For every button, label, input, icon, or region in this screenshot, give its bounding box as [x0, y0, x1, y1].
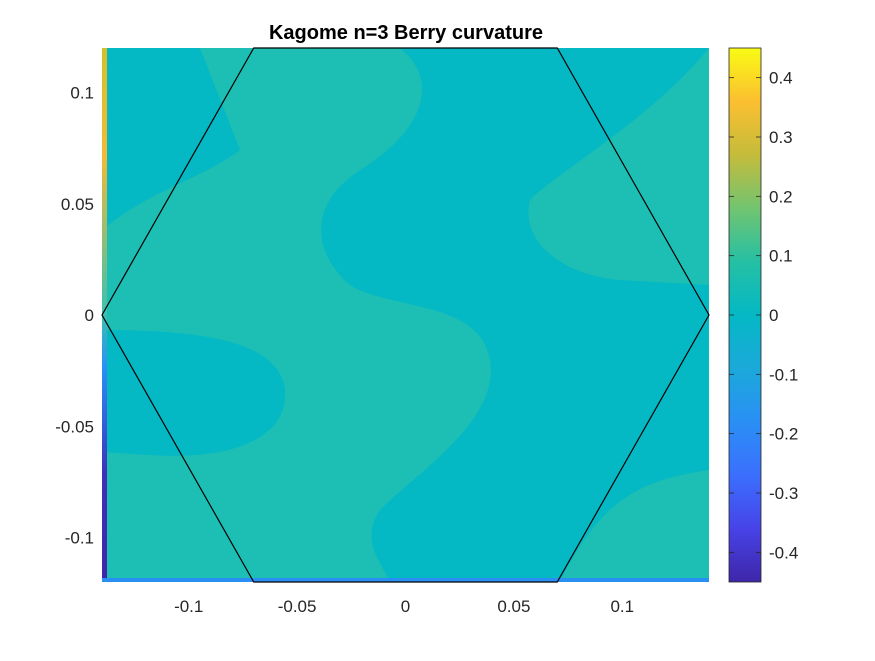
colorbar-tick-label: 0.1 [769, 247, 793, 266]
colorbar: 0.4 0.3 0.2 0.1 0 -0.1 -0.2 -0.3 -0.4 [728, 47, 798, 583]
bottom-edge-strip [102, 578, 709, 582]
x-tick-label: 0.05 [497, 597, 530, 616]
x-tick-label: -0.05 [278, 597, 317, 616]
colorbar-tick-label: 0.3 [769, 128, 793, 147]
brillouin-zone-hexagon [101, 47, 710, 583]
colorbar-ticks: 0.4 0.3 0.2 0.1 0 -0.1 -0.2 -0.3 -0.4 [729, 69, 798, 562]
left-edge-strip [102, 48, 107, 582]
y-tick-label: 0.1 [70, 84, 94, 103]
colorbar-tick-label: 0.4 [769, 69, 793, 88]
x-axis-ticks: -0.1 -0.05 0 0.05 0.1 [174, 597, 634, 616]
plot-area [101, 47, 710, 583]
heatmap-regions [102, 48, 709, 582]
colorbar-tick-label: -0.3 [769, 484, 798, 503]
colorbar-tick-label: 0 [769, 306, 778, 325]
x-tick-label: -0.1 [174, 597, 203, 616]
colorbar-tick-label: -0.4 [769, 543, 798, 562]
chart-title: Kagome n=3 Berry curvature [269, 22, 543, 44]
colorbar-tick-label: -0.1 [769, 365, 798, 384]
y-tick-label: -0.05 [55, 417, 94, 436]
x-tick-label: 0 [401, 597, 410, 616]
x-tick-label: 0.1 [610, 597, 634, 616]
heatmap-region-neutral [102, 48, 240, 230]
y-tick-label: 0 [85, 306, 94, 325]
y-axis-ticks: 0.1 0.05 0 -0.05 -0.1 [55, 84, 94, 548]
colorbar-tick-label: 0.2 [769, 187, 793, 206]
heatmap-region-neutral [102, 330, 286, 456]
colorbar-tick-label: -0.2 [769, 425, 798, 444]
y-tick-label: 0.05 [61, 195, 94, 214]
heatmap-region-positive [528, 48, 709, 582]
y-tick-label: -0.1 [65, 529, 94, 548]
colorbar-gradient [728, 47, 762, 583]
